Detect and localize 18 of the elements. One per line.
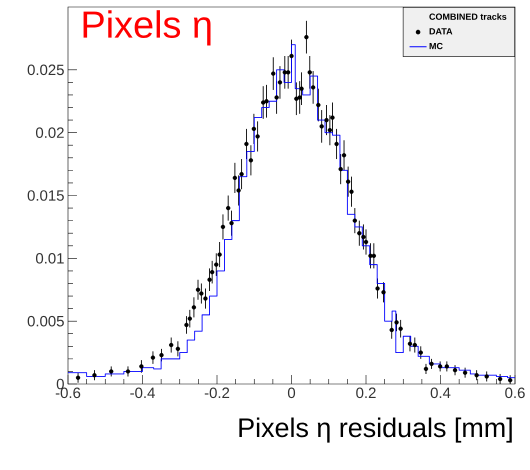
- x-tick-label: 0.6: [505, 388, 525, 398]
- y-tick-label: 0: [56, 378, 64, 390]
- y-tick-label: 0.02: [36, 127, 64, 138]
- legend-label: DATA: [430, 28, 452, 34]
- y-tick-label: 0.025: [28, 64, 64, 76]
- y-tick-label: 0.005: [28, 316, 64, 326]
- x-tick-label: -0.2: [204, 388, 230, 398]
- x-tick-label: 0.2: [356, 388, 376, 398]
- x-tick-label: -0.6: [56, 388, 80, 398]
- y-tick-label: 0.015: [28, 190, 64, 201]
- legend-title: COMBINED tracks: [429, 13, 506, 20]
- x-tick-label: -0.4: [130, 388, 155, 398]
- chart-title: Pixels η: [84, 10, 211, 46]
- y-tick-label: 0.01: [36, 253, 64, 264]
- legend-label: MC: [430, 42, 443, 50]
- x-tick-label: 0: [288, 388, 296, 398]
- x-axis-title: Pixels η residuals [mm]: [239, 418, 512, 443]
- x-tick-label: 0.4: [430, 388, 450, 398]
